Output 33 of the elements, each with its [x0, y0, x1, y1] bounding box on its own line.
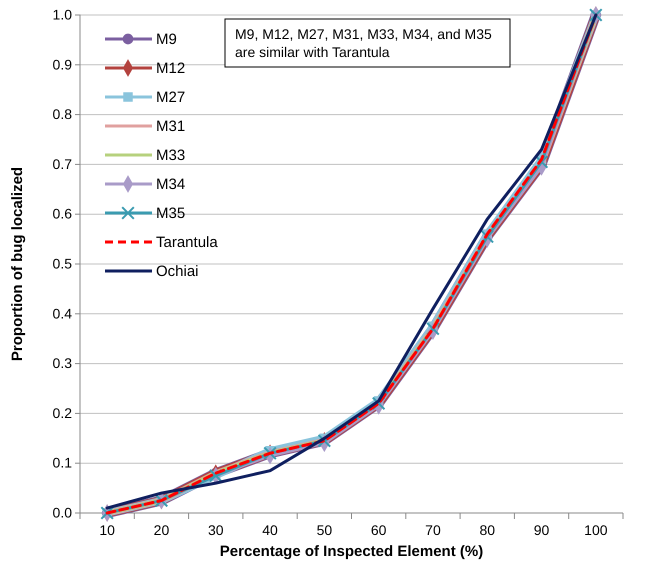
- x-tick-label: 40: [262, 522, 278, 538]
- x-tick-label: 90: [534, 522, 550, 538]
- legend-label: M31: [156, 118, 186, 135]
- legend-label: M35: [156, 205, 186, 222]
- y-tick-label: 0.4: [52, 305, 72, 322]
- y-tick-label: 0.0: [52, 504, 72, 520]
- y-tick-label: 0.1: [52, 454, 72, 471]
- legend-label: M9: [156, 31, 177, 48]
- x-tick-label: 20: [154, 522, 170, 538]
- x-tick-label: 60: [370, 522, 387, 538]
- legend-label: M12: [156, 60, 186, 77]
- x-axis-title: Percentage of Inspected Element (%): [220, 543, 484, 560]
- x-tick-label: 70: [425, 522, 441, 538]
- legend-label: M27: [156, 89, 186, 106]
- x-tick-label: 10: [99, 522, 116, 538]
- annotation: M9, M12, M27, M31, M33, M34, and M35 are similar with Tarantula: [235, 26, 492, 60]
- x-tick-label: 30: [208, 522, 224, 538]
- legend-label: M34: [156, 176, 186, 193]
- x-tick-label: 80: [479, 522, 496, 538]
- y-tick-label: 0.9: [52, 56, 72, 72]
- legend-label: Ochiai: [156, 263, 199, 280]
- y-axis-title: Proportion of bug localized: [9, 166, 26, 362]
- y-tick-label: 0.2: [52, 404, 72, 421]
- y-tick-label: 0.7: [52, 156, 72, 172]
- y-tick-label: 0.8: [52, 106, 72, 122]
- y-tick-label: 1.0: [52, 6, 72, 22]
- legend-label: Tarantula: [156, 234, 218, 251]
- x-tick-label: 100: [584, 522, 608, 538]
- y-tick-label: 0.5: [52, 255, 72, 272]
- y-tick-label: 0.6: [52, 206, 72, 222]
- legend-label: M33: [156, 147, 186, 164]
- x-tick-label: 50: [316, 522, 332, 538]
- y-tick-label: 0.3: [52, 355, 72, 372]
